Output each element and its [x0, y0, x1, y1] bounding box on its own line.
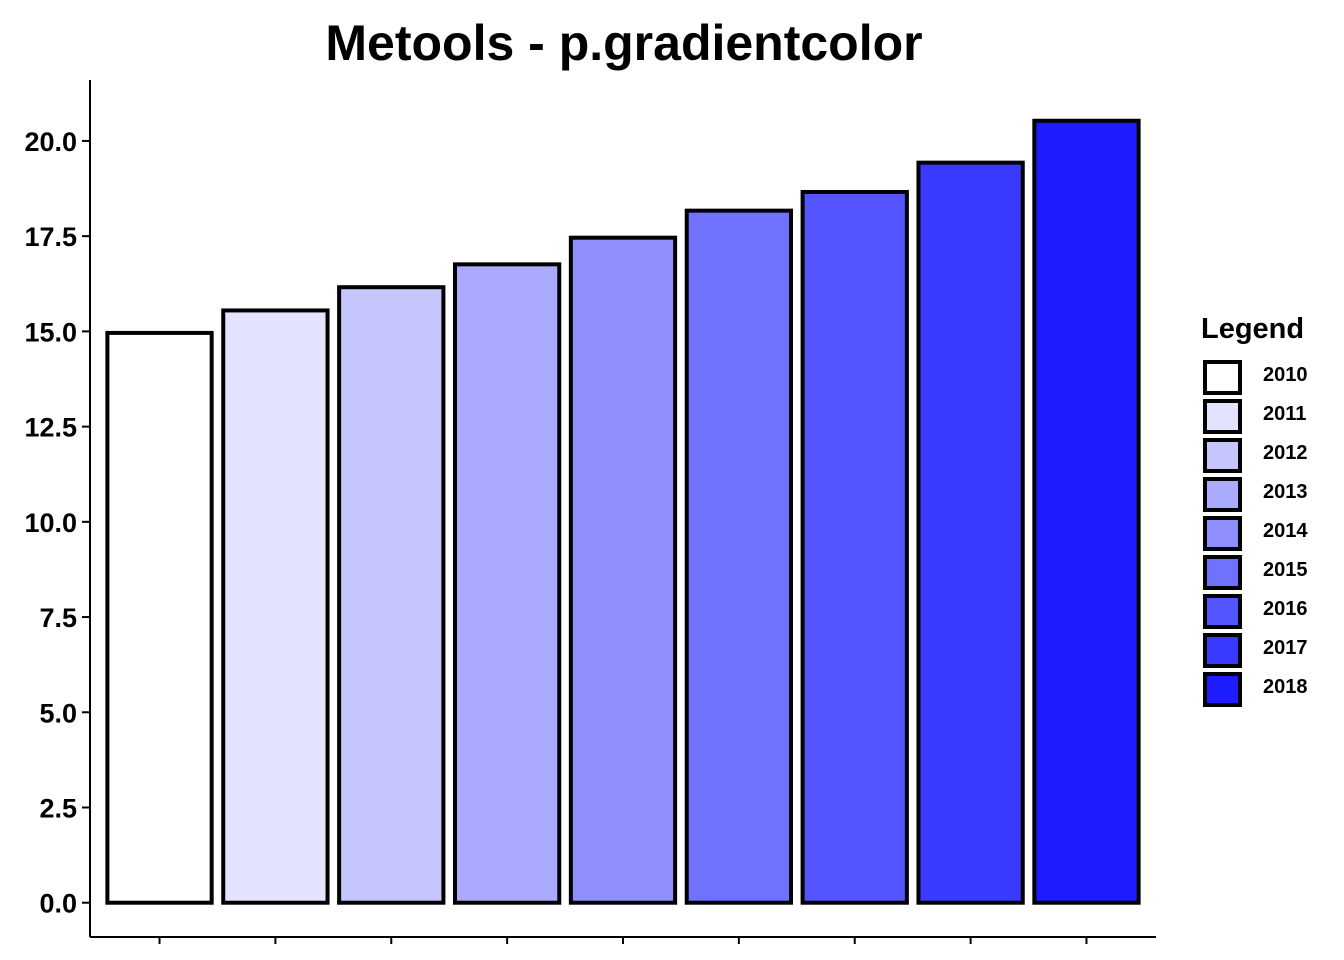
y-axis: 0.0 2.5 5.0 7.5 10.0 12.5 15.0 17.5 20.0	[24, 80, 91, 937]
legend-key-2013	[1203, 477, 1242, 512]
legend-label-2018: 2018	[1263, 676, 1308, 698]
chart-title: Metools - p.gradientcolor	[325, 15, 922, 71]
y-tick-label: 10.0	[24, 508, 77, 538]
legend-key-2015	[1203, 555, 1242, 590]
legend-label-2017: 2017	[1263, 637, 1308, 659]
bar-series	[105, 118, 1141, 905]
bar-2012	[337, 285, 446, 905]
legend-label-2010: 2010	[1263, 364, 1308, 386]
legend-label-2014: 2014	[1263, 520, 1308, 542]
bar-2011	[221, 308, 330, 905]
y-tick-label: 17.5	[24, 222, 77, 252]
x-axis	[90, 936, 1156, 944]
bar-2013	[452, 262, 562, 905]
legend-key-2016	[1203, 594, 1242, 629]
y-tick-label: 15.0	[24, 317, 77, 347]
legend-key-2012	[1203, 438, 1242, 473]
bar-2014	[568, 235, 678, 905]
legend-key-2018	[1203, 672, 1242, 707]
legend-label-2013: 2013	[1263, 481, 1308, 503]
legend-label-2016: 2016	[1263, 598, 1308, 620]
bar-2016	[800, 189, 909, 905]
bar-2015	[684, 208, 794, 905]
y-tick-label: 5.0	[39, 698, 77, 728]
legend-key-2010	[1203, 360, 1242, 395]
legend-key-2011	[1203, 399, 1242, 434]
legend-items: 2010 2011 2012 2013 2014 2015 2016 2017 2018	[1203, 360, 1308, 707]
y-tick-label: 20.0	[24, 127, 77, 157]
legend-title: Legend	[1201, 313, 1304, 345]
legend-key-2017	[1203, 633, 1242, 668]
y-tick-label: 12.5	[24, 413, 77, 443]
legend-label-2015: 2015	[1263, 559, 1308, 581]
legend-label-2011: 2011	[1263, 403, 1306, 425]
bar-2018	[1032, 118, 1141, 905]
legend: Legend 201020112012201320142015201620172…	[1201, 313, 1308, 707]
legend-key-2014	[1203, 516, 1242, 551]
legend-label-2012: 2012	[1263, 442, 1308, 464]
bar-2017	[916, 160, 1025, 905]
y-tick-label: 2.5	[39, 793, 77, 823]
y-tick-label: 0.0	[39, 889, 77, 919]
bar-2010	[105, 330, 214, 905]
y-tick-label: 7.5	[39, 603, 77, 633]
